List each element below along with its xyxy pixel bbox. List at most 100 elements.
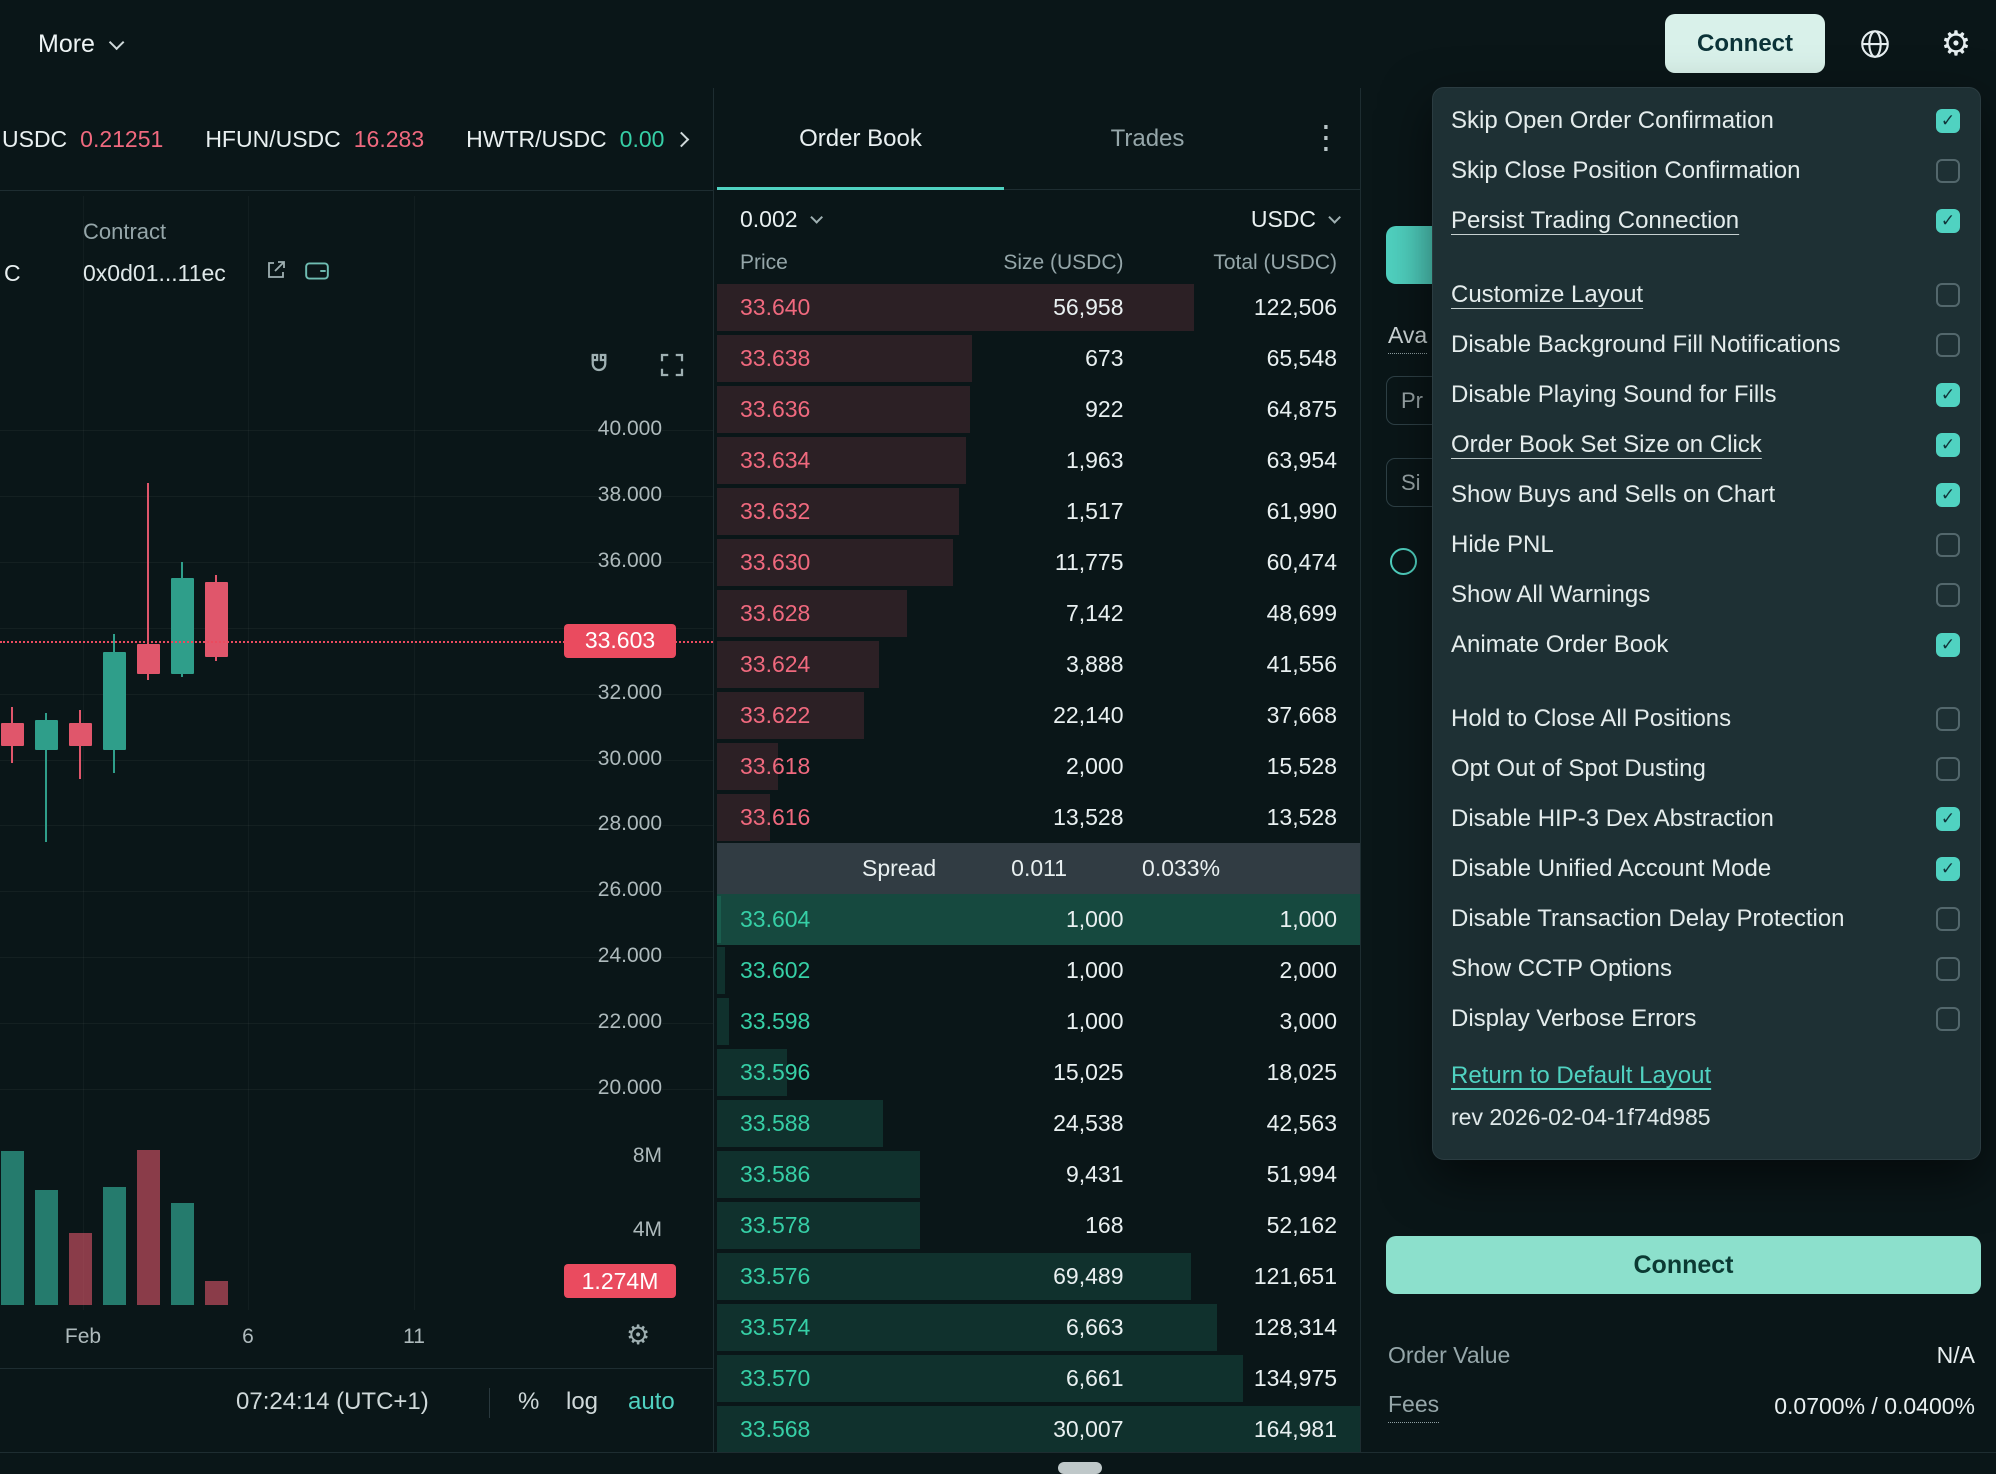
orderbook-bid-row[interactable]: 33.574 6,663 128,314 <box>717 1302 1360 1353</box>
settings-menu-item[interactable]: Disable HIP-3 Dex Abstraction ✓ <box>1433 794 1980 844</box>
orderbook-bid-row[interactable]: 33.604 1,000 1,000 <box>717 894 1360 945</box>
orderbook-ask-row[interactable]: 33.616 13,528 13,528 <box>717 792 1360 843</box>
candle-body <box>170 578 194 674</box>
settings-checkbox[interactable] <box>1936 757 1960 781</box>
ask-depth-bar <box>717 437 967 484</box>
orderbook-total: 48,699 <box>1266 600 1337 626</box>
settings-checkbox[interactable] <box>1936 957 1960 981</box>
orderbook-bid-row[interactable]: 33.570 6,661 134,975 <box>717 1353 1360 1404</box>
settings-menu-item[interactable]: Persist Trading Connection ✓ <box>1433 196 1980 246</box>
settings-menu-item[interactable]: Show All Warnings <box>1433 570 1980 620</box>
fullscreen-icon[interactable] <box>657 350 687 385</box>
orderbook-bid-row[interactable]: 33.596 15,025 18,025 <box>717 1047 1360 1098</box>
settings-checkbox[interactable]: ✓ <box>1936 633 1960 657</box>
settings-checkbox[interactable]: ✓ <box>1936 109 1960 133</box>
orderbook-ask-row[interactable]: 33.632 1,517 61,990 <box>717 486 1360 537</box>
orderbook-price: 33.602 <box>740 957 811 983</box>
settings-item-label: Order Book Set Size on Click <box>1451 431 1762 458</box>
orderbook-bid-row[interactable]: 33.598 1,000 3,000 <box>717 996 1360 1047</box>
settings-item-label: Show All Warnings <box>1451 581 1651 608</box>
settings-menu-item[interactable]: Hide PNL <box>1433 520 1980 570</box>
orderbook-bid-row[interactable]: 33.568 30,007 164,981 <box>717 1404 1360 1452</box>
chart-gridline <box>83 196 84 1310</box>
settings-checkbox[interactable] <box>1936 283 1960 307</box>
percent-scale-button[interactable]: % <box>518 1388 540 1415</box>
settings-menu-item[interactable]: Opt Out of Spot Dusting <box>1433 744 1980 794</box>
external-link-icon[interactable] <box>264 258 288 287</box>
settings-menu-item[interactable]: Hold to Close All Positions <box>1433 694 1980 744</box>
settings-menu-item[interactable]: Order Book Set Size on Click ✓ <box>1433 420 1980 470</box>
orderbook-ask-row[interactable]: 33.624 3,888 41,556 <box>717 639 1360 690</box>
quote-unit-select[interactable]: USDC <box>1251 206 1341 233</box>
magnet-icon[interactable] <box>584 350 614 385</box>
settings-checkbox[interactable] <box>1936 1007 1960 1031</box>
settings-menu-item[interactable]: Display Verbose Errors <box>1433 994 1980 1044</box>
settings-item-label: Display Verbose Errors <box>1451 1005 1697 1032</box>
orderbook-ask-row[interactable]: 33.622 22,140 37,668 <box>717 690 1360 741</box>
orderbook-ask-row[interactable]: 33.640 56,958 122,506 <box>717 282 1360 333</box>
orderbook-size: 11,775 <box>1054 549 1124 575</box>
tab-trades[interactable]: Trades <box>1110 124 1185 152</box>
y-axis-label: 30.000 <box>597 746 662 770</box>
settings-checkbox[interactable] <box>1936 583 1960 607</box>
orderbook-size: 24,538 <box>1053 1110 1124 1136</box>
orderbook-bid-row[interactable]: 33.578 168 52,162 <box>717 1200 1360 1251</box>
chart-settings-gear-icon[interactable]: ⚙ <box>626 1320 651 1351</box>
ticker-item[interactable]: USDC 0.21251 <box>2 126 163 153</box>
orderbook-ask-row[interactable]: 33.638 673 65,548 <box>717 333 1360 384</box>
price-chart[interactable]: 40.000 38.000 36.000 32.000 30.000 28.000 26.0… <box>0 0 713 1452</box>
orderbook-bid-row[interactable]: 33.602 1,000 2,000 <box>717 945 1360 996</box>
more-menu[interactable]: More <box>38 0 125 88</box>
log-scale-button[interactable]: log <box>566 1388 599 1415</box>
auto-scale-button[interactable]: auto <box>628 1388 675 1415</box>
contract-address[interactable]: 0x0d01...11ec <box>83 260 226 286</box>
settings-menu-item[interactable]: Show Buys and Sells on Chart ✓ <box>1433 470 1980 520</box>
chart-clock[interactable]: 07:24:14 (UTC+1) <box>236 1388 429 1415</box>
ask-depth-bar <box>717 692 864 739</box>
settings-checkbox[interactable] <box>1936 707 1960 731</box>
orderbook-ask-row[interactable]: 33.630 11,775 60,474 <box>717 537 1360 588</box>
settings-checkbox[interactable]: ✓ <box>1936 383 1960 407</box>
settings-checkbox[interactable]: ✓ <box>1936 433 1960 457</box>
y-axis-label: 32.000 <box>597 680 662 704</box>
gear-icon[interactable]: ⚙ <box>1940 24 1972 64</box>
orderbook-ask-row[interactable]: 33.618 2,000 15,528 <box>717 741 1360 792</box>
wallet-icon[interactable] <box>304 260 330 287</box>
settings-checkbox[interactable] <box>1936 907 1960 931</box>
kebab-menu-icon[interactable]: ⋮ <box>1310 118 1342 156</box>
settings-menu-item[interactable]: Skip Close Position Confirmation <box>1433 146 1980 196</box>
orderbook-bid-row[interactable]: 33.586 9,431 51,994 <box>717 1149 1360 1200</box>
globe-icon[interactable] <box>1858 27 1892 61</box>
orderbook-ask-row[interactable]: 33.636 922 64,875 <box>717 384 1360 435</box>
settings-checkbox[interactable] <box>1936 533 1960 557</box>
settings-checkbox[interactable]: ✓ <box>1936 209 1960 233</box>
orderbook-bid-row[interactable]: 33.588 24,538 42,563 <box>717 1098 1360 1149</box>
return-default-layout-link[interactable]: Return to Default Layout <box>1451 1062 1712 1089</box>
settings-checkbox[interactable] <box>1936 333 1960 357</box>
ticker-item[interactable]: HWTR/USDC 0.00 <box>466 126 664 153</box>
settings-menu-item[interactable]: Disable Unified Account Mode ✓ <box>1433 844 1980 894</box>
settings-checkbox[interactable]: ✓ <box>1936 483 1960 507</box>
orderbook-ask-row[interactable]: 33.628 7,142 48,699 <box>717 588 1360 639</box>
orderbook-total: 18,025 <box>1266 1059 1337 1085</box>
tab-order-book[interactable]: Order Book <box>799 124 922 152</box>
orderbook-ask-row[interactable]: 33.634 1,963 63,954 <box>717 435 1360 486</box>
orderbook-bid-row[interactable]: 33.576 69,489 121,651 <box>717 1251 1360 1302</box>
settings-checkbox[interactable]: ✓ <box>1936 857 1960 881</box>
tick-size-select[interactable]: 0.002 <box>740 206 823 233</box>
settings-menu-item[interactable]: Show CCTP Options <box>1433 944 1980 994</box>
connect-button-panel[interactable]: Connect <box>1386 1236 1981 1294</box>
settings-menu-item[interactable]: Skip Open Order Confirmation ✓ <box>1433 96 1980 146</box>
settings-menu-item[interactable]: Customize Layout <box>1433 270 1980 320</box>
settings-menu-item[interactable]: Disable Playing Sound for Fills ✓ <box>1433 370 1980 420</box>
contract-coin: C <box>4 260 21 286</box>
settings-menu-item[interactable]: Disable Transaction Delay Protection <box>1433 894 1980 944</box>
orderbook-total: 134,975 <box>1253 1365 1337 1391</box>
settings-menu-item[interactable]: Animate Order Book ✓ <box>1433 620 1980 670</box>
ticker-item[interactable]: HFUN/USDC 16.283 <box>205 126 424 153</box>
settings-menu-item[interactable]: Disable Background Fill Notifications <box>1433 320 1980 370</box>
connect-button[interactable]: Connect <box>1665 14 1825 73</box>
settings-checkbox[interactable] <box>1936 159 1960 183</box>
order-option-radio[interactable] <box>1390 548 1417 575</box>
settings-checkbox[interactable]: ✓ <box>1936 807 1960 831</box>
